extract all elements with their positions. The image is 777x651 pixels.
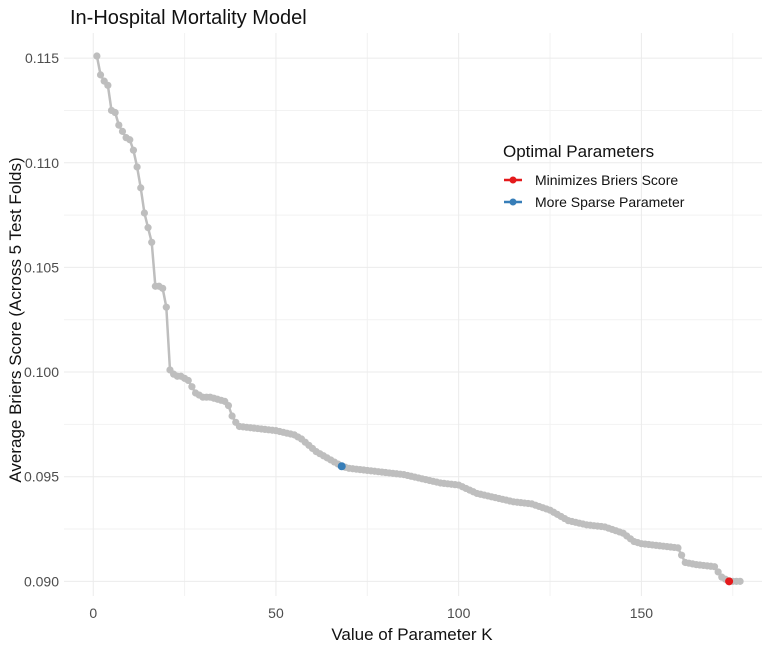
data-point: [163, 304, 170, 311]
data-point: [225, 402, 232, 409]
series-points: [93, 52, 743, 585]
y-tick-label: 0.100: [24, 364, 59, 380]
y-tick-label: 0.095: [24, 469, 59, 485]
data-point: [112, 109, 119, 116]
grid-major: [64, 33, 762, 596]
chart-title: In-Hospital Mortality Model: [70, 7, 307, 29]
y-tick-labels: 0.090 0.095 0.100 0.105 0.110 0.115: [24, 50, 59, 589]
x-tick-labels: 0 50 100 150: [89, 605, 653, 621]
y-tick-label: 0.105: [24, 259, 59, 275]
legend-item-sparse: More Sparse Parameter: [504, 194, 685, 210]
y-tick-label: 0.090: [24, 573, 59, 589]
x-tick-label: 100: [447, 605, 471, 621]
data-point: [188, 383, 195, 390]
legend-label-sparse: More Sparse Parameter: [535, 194, 685, 210]
data-point: [678, 552, 685, 559]
data-point: [148, 239, 155, 246]
x-tick-label: 50: [268, 605, 284, 621]
series-line: [97, 56, 740, 581]
highlight-points: [338, 462, 733, 585]
legend-dot-sparse: [510, 199, 517, 206]
data-point: [119, 128, 126, 135]
sparse-parameter-point: [338, 462, 346, 470]
data-point: [229, 412, 236, 419]
x-tick-label: 0: [89, 605, 97, 621]
data-point: [141, 209, 148, 216]
series-path: [97, 56, 740, 581]
data-point: [97, 71, 104, 78]
y-tick-label: 0.115: [25, 50, 59, 66]
data-point: [133, 163, 140, 170]
min-brier-point: [725, 577, 733, 585]
grid-minor: [64, 33, 762, 596]
legend-dot-minimizes: [510, 177, 517, 184]
data-point: [104, 82, 111, 89]
data-point: [126, 136, 133, 143]
data-point: [115, 121, 122, 128]
legend-title: Optimal Parameters: [503, 142, 654, 161]
data-point: [159, 285, 166, 292]
data-point: [93, 52, 100, 59]
x-tick-label: 150: [630, 605, 654, 621]
data-point: [736, 578, 743, 585]
data-point: [185, 377, 192, 384]
legend-label-minimizes: Minimizes Briers Score: [535, 172, 678, 188]
y-tick-label: 0.110: [25, 155, 59, 171]
data-point: [144, 224, 151, 231]
legend: Optimal Parameters Minimizes Briers Scor…: [503, 142, 685, 210]
data-point: [130, 147, 137, 154]
data-point: [674, 544, 681, 551]
x-axis-title: Value of Parameter K: [331, 625, 493, 644]
data-point: [137, 184, 144, 191]
y-axis-title: Average Briers Score (Across 5 Test Fold…: [6, 157, 25, 482]
legend-item-minimizes: Minimizes Briers Score: [504, 172, 678, 188]
